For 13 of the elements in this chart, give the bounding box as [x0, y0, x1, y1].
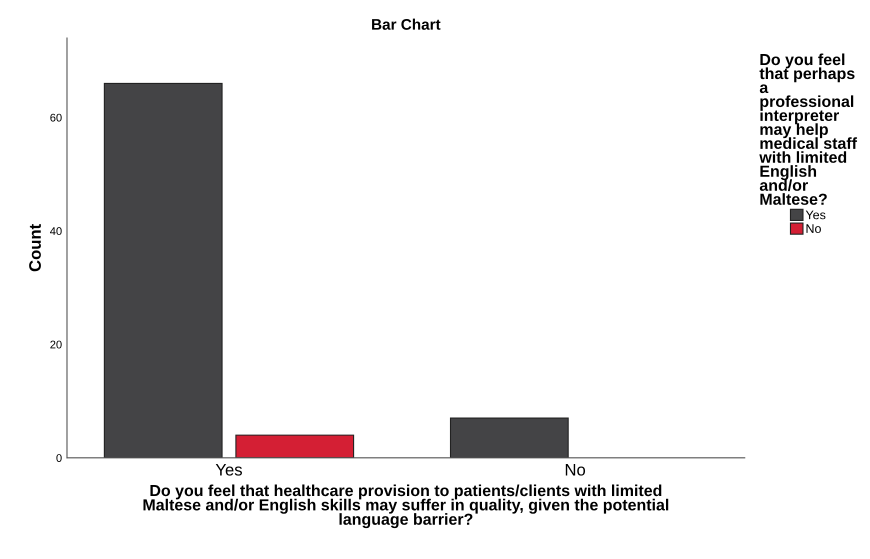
chart-title: Bar Chart: [372, 18, 440, 30]
legend-label: Yes: [806, 210, 826, 220]
y-tick-label: 40: [50, 227, 62, 236]
bar: [104, 82, 223, 458]
y-tick-label: 60: [50, 114, 62, 122]
y-tick-label: 20: [50, 340, 62, 348]
bar: [450, 418, 569, 458]
bar: [235, 434, 354, 458]
y-tick-label: 0: [56, 454, 62, 462]
text: Do you feel that perhaps a professional interpreter may help medical staff with limited English and/or Maltese?: [759, 53, 858, 205]
x-axis-title: Do you feel that healthcare provision to patients/clients with limited Maltese and/or English skills may suffer in quality, given the potential language barrier?: [143, 484, 668, 528]
y-axis-title: Count: [29, 224, 41, 272]
legend-label: No: [806, 224, 821, 234]
